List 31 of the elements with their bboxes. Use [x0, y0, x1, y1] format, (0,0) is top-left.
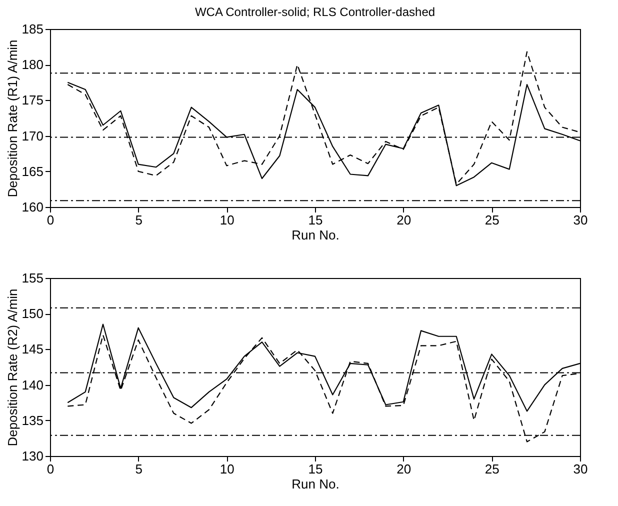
x-tick-label: 5 [135, 462, 142, 476]
y-tick-label: 165 [22, 164, 44, 179]
y-tick-label: 130 [22, 448, 44, 464]
x-tick-label: 0 [46, 462, 54, 476]
y-tick-label: 160 [22, 200, 44, 214]
y-axis-title: Deposition Rate (R2) A/min [4, 288, 20, 446]
x-tick-label: 15 [308, 212, 323, 228]
x-tick-label: 0 [46, 212, 54, 228]
x-tick-label: 20 [396, 462, 412, 476]
x-axis-title: Run No. [292, 476, 340, 492]
x-tick-label: 5 [135, 212, 142, 228]
x-tick-label: 30 [573, 462, 588, 476]
x-tick-label: 10 [220, 462, 234, 476]
x-tick-label: 15 [308, 462, 323, 476]
y-tick-label: 155 [22, 270, 44, 286]
y-tick-label: 175 [22, 92, 44, 108]
x-tick-label: 20 [396, 212, 412, 228]
x-tick-label: 25 [484, 462, 500, 476]
y-tick-label: 140 [22, 377, 44, 392]
x-axis-title: Run No. [292, 228, 340, 242]
y-tick-label: 135 [22, 412, 44, 428]
y-tick-label: 170 [22, 128, 44, 144]
x-tick-label: 10 [220, 212, 234, 228]
x-tick-label: 30 [573, 212, 588, 228]
y-axis-title: Deposition Rate (R1) A/min [4, 40, 20, 198]
y-tick-label: 150 [22, 306, 44, 322]
chart-title: WCA Controller-solid; RLS Controller-dashed [194, 5, 436, 19]
x-tick-label: 25 [484, 212, 500, 228]
y-tick-label: 145 [22, 342, 44, 357]
y-tick-label: 180 [22, 57, 44, 72]
y-tick-label: 185 [22, 22, 44, 36]
